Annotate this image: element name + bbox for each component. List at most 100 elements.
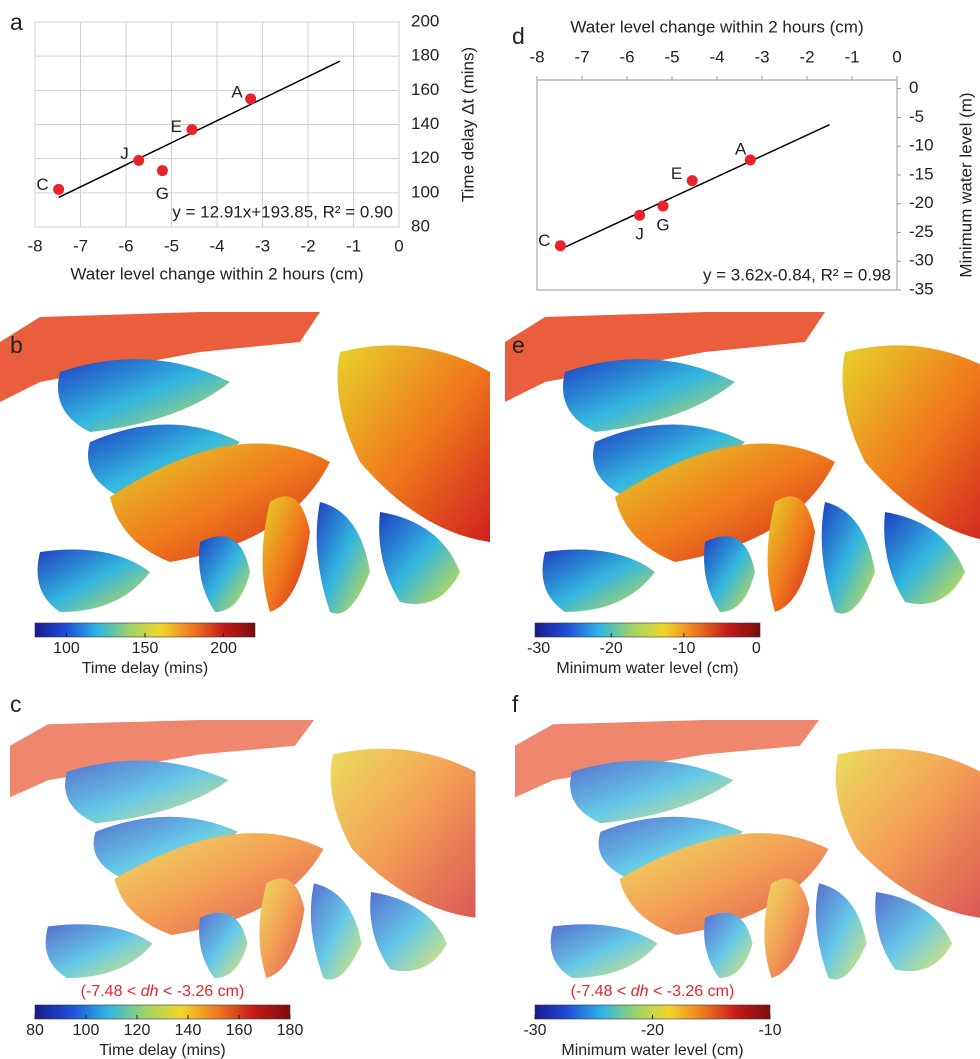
annotation: (-7.48 < dh < -3.26 cm) <box>571 983 735 1000</box>
colorbar-tick-label: -20 <box>600 640 623 657</box>
colorbar-tick-label: -30 <box>527 640 550 657</box>
point-label: A <box>231 82 243 101</box>
x-tick-label: -7 <box>574 47 589 66</box>
point-label: G <box>656 215 669 234</box>
colorbar-tick-label: -30 <box>523 1022 546 1039</box>
point <box>744 154 756 166</box>
x-tick-label: -5 <box>164 236 179 255</box>
plot-frame <box>536 79 898 291</box>
x-axis-label: Water level change within 2 hours (cm) <box>570 17 863 36</box>
map-f <box>515 720 980 980</box>
panel-letter: c <box>10 691 22 717</box>
x-tick-label: -6 <box>118 236 133 255</box>
x-tick-label: -8 <box>529 47 544 66</box>
x-tick-label: -8 <box>27 236 42 255</box>
x-tick-label: -3 <box>255 236 270 255</box>
y-tick-label: 200 <box>411 11 439 30</box>
colorbar-tick-label: -10 <box>672 640 695 657</box>
x-tick-label: -2 <box>300 236 315 255</box>
point <box>657 200 669 212</box>
annotation-part: dh <box>631 983 649 1000</box>
colorbar-label: Time delay (mins) <box>99 1042 226 1059</box>
fit-line <box>560 124 830 250</box>
point <box>686 175 698 187</box>
fit-line <box>58 60 341 199</box>
equation: y = 12.91x+193.85, R² = 0.90 <box>172 202 393 221</box>
x-tick-label: 0 <box>892 47 901 66</box>
y-tick-label: 100 <box>411 182 439 201</box>
y-tick-label: 160 <box>411 80 439 99</box>
point <box>634 209 646 221</box>
point-label: C <box>36 175 48 194</box>
colorbar-label: Time delay (mins) <box>82 660 209 677</box>
y-tick-label: -25 <box>909 222 934 241</box>
annotation: (-7.48 < dh < -3.26 cm) <box>81 983 245 1000</box>
x-tick-label: -3 <box>754 47 769 66</box>
point-label: J <box>120 144 129 163</box>
y-tick-label: -10 <box>909 136 934 155</box>
colorbar-label: Minimum water level (cm) <box>561 1042 743 1059</box>
colorbar-tick-label: 100 <box>53 640 80 657</box>
y-tick-label: -30 <box>909 251 934 270</box>
y-tick-label: -15 <box>909 164 934 183</box>
colorbar <box>534 622 761 638</box>
colorbar-tick-label: 0 <box>752 640 761 657</box>
panel-letter: f <box>512 691 519 717</box>
y-tick-label: 180 <box>411 46 439 65</box>
colorbar-tick-label: 120 <box>124 1022 151 1039</box>
colorbar-tick-label: 100 <box>73 1022 100 1039</box>
map-b <box>0 312 490 614</box>
y-tick-label: 0 <box>909 78 918 97</box>
y-axis-label: Minimum water level (m) <box>956 92 975 277</box>
point <box>133 154 145 166</box>
y-tick-label: -20 <box>909 193 934 212</box>
annotation-part: < -3.26 cm) <box>649 983 735 1000</box>
colorbar-tick-label: -20 <box>641 1022 664 1039</box>
colorbar-tick-label: -10 <box>758 1022 781 1039</box>
point <box>186 124 198 136</box>
point <box>554 240 566 252</box>
y-axis-label: Time delay Δt (mins) <box>458 47 477 202</box>
panel-letter: b <box>10 332 23 358</box>
colorbar-label: Minimum water level (cm) <box>556 660 738 677</box>
annotation-part: (-7.48 < <box>81 983 141 1000</box>
annotation-part: dh <box>141 983 159 1000</box>
x-tick-label: -1 <box>844 47 859 66</box>
map-c <box>10 720 476 980</box>
point <box>156 165 168 177</box>
colorbar-tick-label: 160 <box>226 1022 253 1039</box>
panel-letter: a <box>10 9 23 35</box>
panel-letter: e <box>512 332 525 358</box>
y-tick-label: 140 <box>411 114 439 133</box>
colorbar-tick-label: 80 <box>26 1022 44 1039</box>
map-e <box>505 312 980 614</box>
point <box>245 93 257 105</box>
colorbar-tick-label: 150 <box>132 640 159 657</box>
y-tick-label: -5 <box>909 107 924 126</box>
colorbar <box>34 1004 291 1020</box>
point-label: E <box>671 164 682 183</box>
point-label: J <box>635 225 644 244</box>
x-tick-label: -1 <box>346 236 361 255</box>
x-tick-label: -4 <box>709 47 724 66</box>
x-axis-label: Water level change within 2 hours (cm) <box>70 264 363 283</box>
x-tick-label: -7 <box>73 236 88 255</box>
colorbar-tick-label: 200 <box>210 640 237 657</box>
x-tick-label: -5 <box>664 47 679 66</box>
annotation-part: (-7.48 < <box>571 983 631 1000</box>
x-tick-label: -2 <box>799 47 814 66</box>
point-label: G <box>156 184 169 203</box>
point <box>53 183 65 195</box>
equation: y = 3.62x-0.84, R² = 0.98 <box>703 265 891 284</box>
x-tick-label: -4 <box>209 236 224 255</box>
point-label: A <box>735 139 747 158</box>
x-tick-label: 0 <box>394 236 403 255</box>
point-label: C <box>538 231 550 250</box>
colorbar-tick-label: 180 <box>277 1022 304 1039</box>
annotation-part: < -3.26 cm) <box>159 983 245 1000</box>
panel-letter: d <box>512 23 525 49</box>
colorbar-tick-label: 140 <box>175 1022 202 1039</box>
y-tick-label: 120 <box>411 148 439 167</box>
y-tick-label: -35 <box>909 279 934 298</box>
